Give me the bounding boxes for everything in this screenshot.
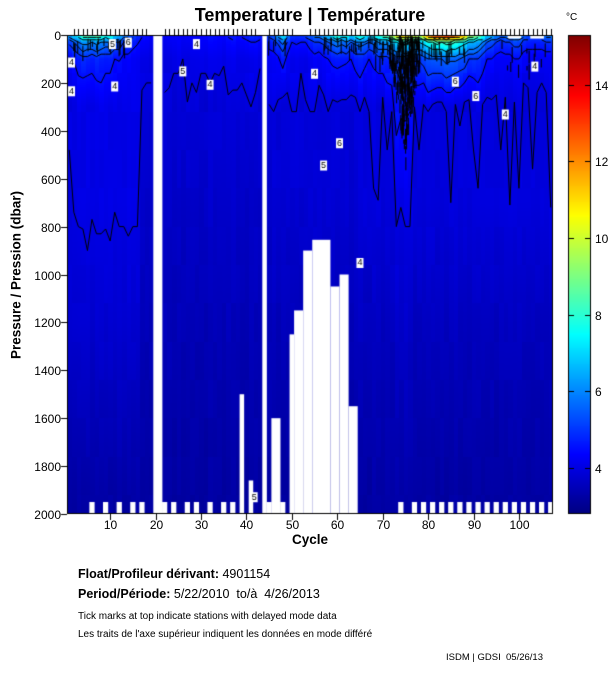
colorbar-tick-label: 10 [595,231,609,246]
y-tick-label: 0 [54,28,61,43]
x-tick-label: 10 [103,518,118,532]
float-id-label: Float/Profileur dérivant: [78,567,219,581]
float-id-value: 4901154 [219,567,271,581]
colorbar-unit-label: °C [566,12,578,23]
y-tick-label: 1800 [34,459,61,474]
colorbar-tick-label: 14 [595,78,609,93]
y-tick-label: 1600 [34,411,61,426]
float-id-line: Float/Profileur dérivant: 4901154 [78,567,270,581]
x-tick-label: 70 [376,518,391,532]
y-tick-label: 1000 [34,268,61,283]
period-line: Period/Période: 5/22/2010 to/à 4/26/2013 [78,587,320,601]
x-axis-label: Cycle [291,532,329,547]
y-tick-label: 600 [40,172,61,187]
y-tick-label: 1200 [34,315,61,330]
colorbar-tick-label: 12 [595,154,609,169]
delayed-mode-note-fr: Les traits de l'axe supérieur indiquent … [78,629,373,640]
x-tick-label: 90 [467,518,482,532]
colorbar-tick-label: 4 [595,461,602,476]
y-tick-label: 200 [40,76,61,91]
x-tick-label: 20 [149,518,164,532]
period-value: 5/22/2010 to/à 4/26/2013 [170,587,320,601]
y-tick-label: 1400 [34,363,61,378]
x-tick-label: 60 [330,518,345,532]
x-tick-label: 30 [194,518,209,532]
y-tick-label: 800 [40,220,61,235]
y-tick-label: 400 [40,124,61,139]
page-title: Temperature | Température [194,5,426,25]
y-tick-label: 2000 [34,507,61,522]
x-tick-label: 40 [239,518,254,532]
period-label: Period/Période: [78,587,171,601]
agency-date-stamp: ISDM | GDSI 05/26/13 [446,652,543,663]
colorbar-tick-label: 6 [595,384,602,399]
delayed-mode-note-en: Tick marks at top indicate stations with… [78,611,337,622]
x-tick-label: 80 [421,518,436,532]
colorbar-tick-label: 8 [595,308,602,323]
x-tick-label: 50 [285,518,300,532]
x-tick-label: 100 [509,518,530,532]
